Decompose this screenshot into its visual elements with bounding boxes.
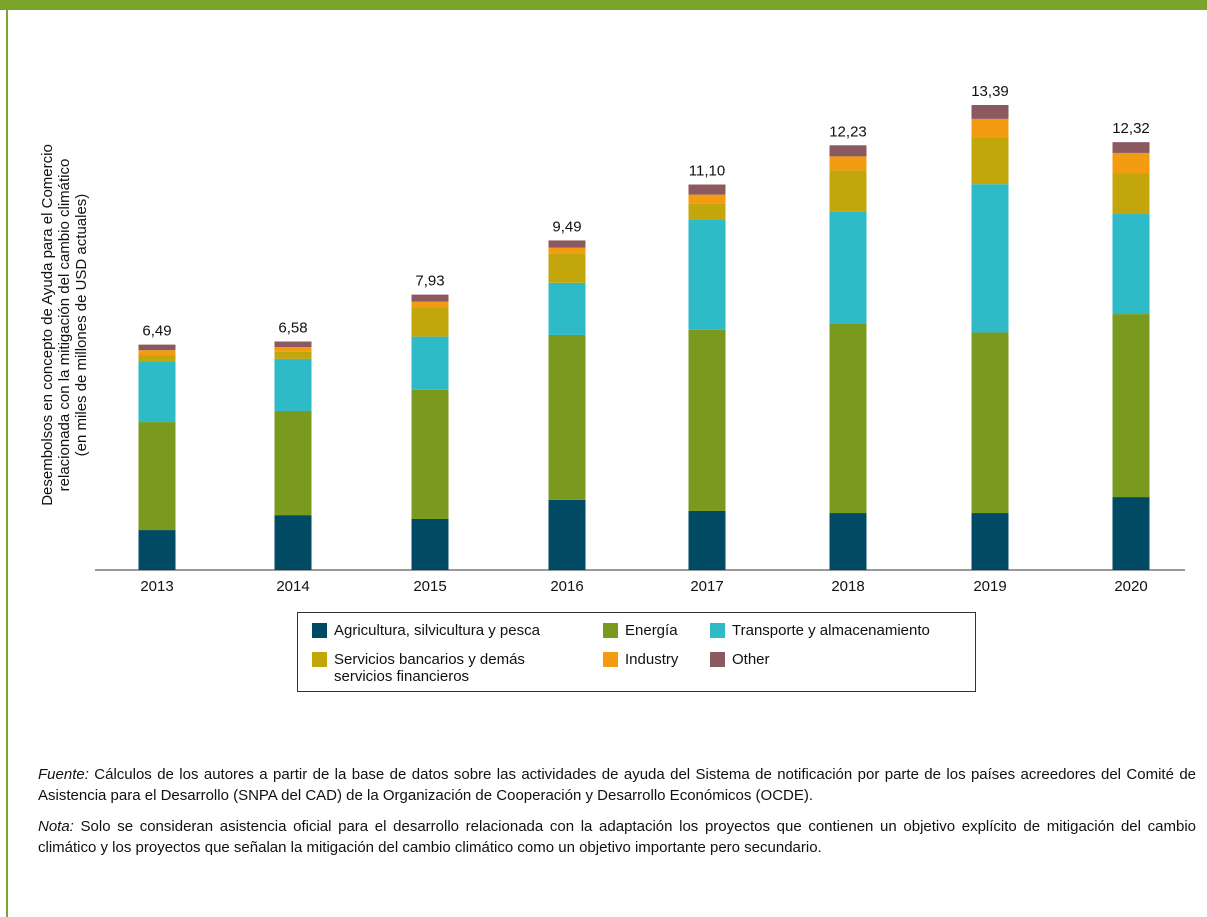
bar-segment [274, 410, 312, 516]
bar-segment [688, 194, 726, 204]
legend-swatch [603, 623, 618, 638]
bar-segment [971, 513, 1009, 570]
bar-segment [138, 530, 176, 570]
legend-label: Energía [625, 622, 678, 639]
note-label: Fuente: [38, 766, 89, 783]
bar-segment [829, 156, 867, 171]
x-tick-label: 2018 [831, 578, 864, 595]
bar-segment [411, 336, 449, 390]
bar-segment [138, 355, 176, 362]
legend-swatch [603, 652, 618, 667]
bar-segment [971, 184, 1009, 333]
bar-segment [688, 329, 726, 511]
bar-segment [829, 211, 867, 324]
bar-segment [829, 323, 867, 514]
bar-segment [274, 515, 312, 570]
x-tick-label: 2014 [276, 578, 309, 595]
bar-segment [829, 513, 867, 570]
y-axis-label-line: (en miles de millones de USD actuales) [73, 194, 90, 457]
legend-label: Industry [625, 651, 679, 668]
x-tick-label: 2017 [690, 578, 723, 595]
bar-segment [971, 118, 1009, 138]
legend-item: Transporte y almacenamiento [710, 622, 930, 639]
bar-segment [1112, 142, 1150, 153]
top-band [0, 0, 1207, 10]
bar-segment [971, 137, 1009, 185]
legend-item: Energía [603, 622, 678, 639]
total-label: 6,58 [278, 319, 307, 336]
bar-segment [411, 307, 449, 337]
x-tick-label: 2019 [973, 578, 1006, 595]
bar-segment [1112, 497, 1150, 570]
bar-segment [548, 247, 586, 254]
bar-segment [138, 361, 176, 423]
left-border [6, 10, 8, 917]
legend-label: Other [732, 651, 770, 668]
bar-segment [688, 184, 726, 195]
bar-segment [548, 282, 586, 335]
bar-segment [688, 510, 726, 570]
note: Nota: Solo se consideran asistencia ofic… [38, 816, 1196, 858]
bar-segment [138, 422, 176, 531]
bar-segment [829, 170, 867, 212]
note-text: Cálculos de los autores a partir de la b… [38, 766, 1197, 804]
y-axis-label: Desembolsos en concepto de Ayuda para el… [39, 144, 90, 506]
bar-segment [688, 219, 726, 330]
bar-segment [274, 358, 312, 411]
legend-item: Other [710, 651, 770, 668]
bar-segment [274, 347, 312, 352]
note: Fuente: Cálculos de los autores a partir… [38, 764, 1196, 806]
bar-segment [1112, 152, 1150, 174]
x-tick-label: 2020 [1114, 578, 1147, 595]
note-text: Solo se consideran asistencia oficial pa… [38, 818, 1196, 856]
total-label: 13,39 [971, 83, 1009, 100]
bar-segment [274, 341, 312, 348]
bar-segment [411, 389, 449, 519]
legend-label: Transporte y almacenamiento [732, 622, 930, 639]
bar-segment [1112, 314, 1150, 498]
bar-segment [688, 203, 726, 220]
bar-segment [548, 240, 586, 248]
total-label: 6,49 [142, 323, 171, 340]
legend-item: Industry [603, 651, 678, 668]
total-label: 11,10 [689, 163, 725, 180]
legend-label: Agricultura, silvicultura y pesca [334, 622, 540, 639]
total-label: 12,32 [1112, 120, 1150, 137]
bar-segment [411, 518, 449, 570]
legend-item: Servicios bancarios y demás servicios fi… [312, 651, 562, 685]
bar-segment [548, 253, 586, 283]
legend-item: Agricultura, silvicultura y pesca [312, 622, 540, 639]
legend-swatch [710, 623, 725, 638]
bar-segment [1112, 214, 1150, 315]
bar-segment [971, 105, 1009, 119]
bar-segment [1112, 173, 1150, 215]
note-label: Nota: [38, 818, 74, 835]
x-tick-label: 2016 [550, 578, 583, 595]
bar-segment [548, 334, 586, 500]
x-tick-label: 2013 [140, 578, 173, 595]
notes: Fuente: Cálculos de los autores a partir… [38, 764, 1196, 868]
bar-segment [829, 145, 867, 157]
legend-label: Servicios bancarios y demás servicios fi… [334, 651, 525, 685]
bar-segment [411, 301, 449, 308]
legend: Agricultura, silvicultura y pesca Energía… [297, 612, 976, 692]
bar-segment [548, 499, 586, 570]
bar-segment [138, 350, 176, 356]
bar-segment [411, 294, 449, 302]
x-tick-label: 2015 [413, 578, 446, 595]
bar-segment [138, 344, 176, 351]
legend-swatch [312, 623, 327, 638]
total-label: 9,49 [552, 218, 581, 235]
y-axis-label-line: relacionada con la mitigación del cambio… [56, 159, 73, 492]
y-axis-label-line: Desembolsos en concepto de Ayuda para el… [39, 144, 56, 506]
total-label: 12,23 [829, 123, 867, 140]
total-label: 7,93 [415, 273, 444, 290]
legend-swatch [710, 652, 725, 667]
bar-segment [274, 351, 312, 359]
legend-swatch [312, 652, 327, 667]
bar-segment [971, 332, 1009, 514]
